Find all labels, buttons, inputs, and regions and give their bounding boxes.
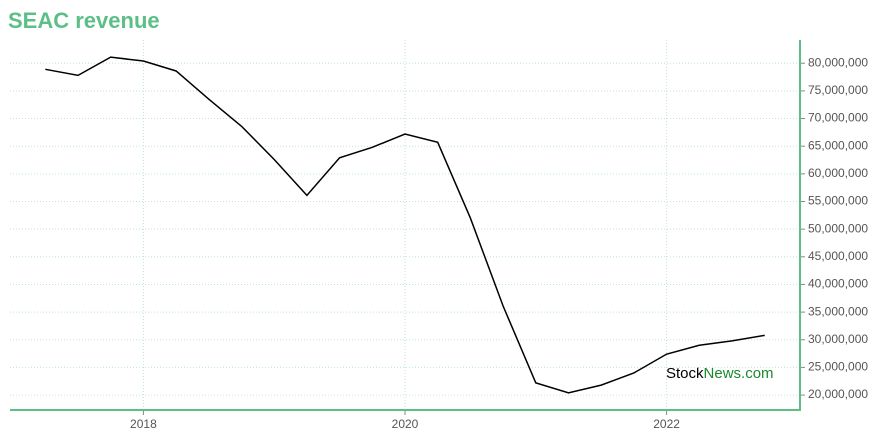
y-tick-label: 35,000,000	[808, 304, 868, 318]
y-tick-label: 45,000,000	[808, 249, 868, 263]
watermark-dark: Stock	[666, 365, 704, 382]
line	[45, 56, 765, 394]
x-tick-label: 2022	[653, 417, 680, 431]
y-tick-label: 25,000,000	[808, 360, 868, 374]
x-tick-label: 2018	[130, 417, 157, 431]
y-tick-label: 80,000,000	[808, 55, 868, 69]
chart-title: SEAC revenue	[8, 8, 160, 33]
watermark-green: News.com	[704, 365, 774, 382]
y-tick-label: 70,000,000	[808, 111, 868, 125]
y-tick-label: 50,000,000	[808, 221, 868, 235]
y-tick-label: 75,000,000	[808, 83, 868, 97]
y-tick-label: 65,000,000	[808, 138, 868, 152]
y-tick-label: 55,000,000	[808, 194, 868, 208]
y-tick-label: 40,000,000	[808, 277, 868, 291]
y-tick-label: 30,000,000	[808, 332, 868, 346]
y-tick-label: 20,000,000	[808, 387, 868, 401]
watermark: StockNews.com	[666, 365, 774, 382]
x-tick-label: 2020	[392, 417, 419, 431]
y-tick-label: 60,000,000	[808, 166, 868, 180]
